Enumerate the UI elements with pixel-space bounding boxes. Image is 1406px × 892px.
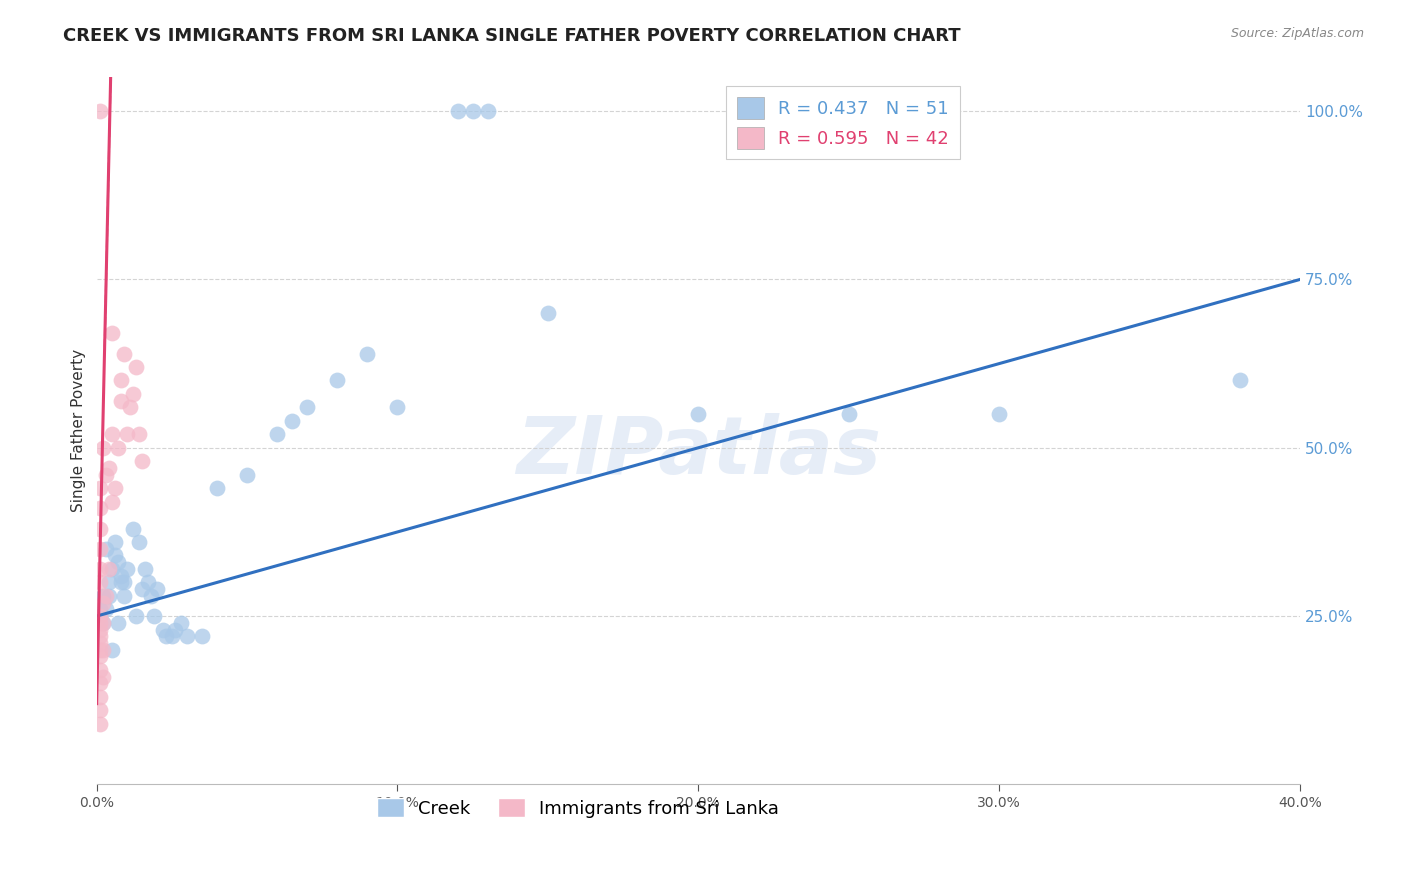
Point (89, 609, 111, 624)
Point (356, 346, 378, 360)
Text: CREEK VS IMMIGRANTS FROM SRI LANKA SINGLE FATHER POVERTY CORRELATION CHART: CREEK VS IMMIGRANTS FROM SRI LANKA SINGL… (63, 27, 960, 45)
Point (121, 522, 143, 536)
Point (89, 501, 111, 516)
Point (89, 676, 111, 690)
Point (91, 589, 114, 603)
Point (107, 555, 129, 569)
Point (477, 104, 499, 119)
Point (266, 427, 288, 442)
Point (176, 629, 198, 643)
Point (112, 575, 135, 590)
Point (134, 562, 156, 576)
Point (461, 104, 484, 119)
Y-axis label: Single Father Poverty: Single Father Poverty (72, 350, 86, 513)
Point (110, 575, 132, 590)
Point (104, 549, 127, 563)
Point (94, 602, 117, 616)
Point (97, 589, 120, 603)
Point (160, 629, 183, 643)
Point (163, 623, 186, 637)
Point (447, 104, 470, 119)
Point (191, 629, 214, 643)
Point (89, 615, 111, 630)
Point (91, 615, 114, 630)
Point (838, 407, 860, 421)
Point (104, 535, 127, 549)
Text: ZIPatlas: ZIPatlas (516, 413, 880, 491)
Point (89, 663, 111, 677)
Point (89, 541, 111, 556)
Point (326, 373, 349, 387)
Point (89, 636, 111, 650)
Point (537, 306, 560, 320)
Point (91, 642, 114, 657)
Point (128, 535, 150, 549)
Point (91, 615, 114, 630)
Point (110, 568, 132, 582)
Legend: Creek, Immigrants from Sri Lanka: Creek, Immigrants from Sri Lanka (370, 791, 786, 825)
Point (110, 373, 132, 387)
Point (1229, 373, 1251, 387)
Point (89, 690, 111, 704)
Point (94, 541, 117, 556)
Point (112, 589, 135, 603)
Point (89, 575, 111, 590)
Point (91, 670, 114, 684)
Point (139, 589, 162, 603)
Point (131, 582, 153, 596)
Point (118, 401, 141, 415)
Point (89, 602, 111, 616)
Point (125, 359, 148, 374)
Point (107, 441, 129, 455)
Point (112, 346, 135, 360)
Point (94, 467, 117, 482)
Point (100, 326, 122, 341)
Point (94, 589, 117, 603)
Point (387, 401, 409, 415)
Point (97, 461, 120, 475)
Point (89, 104, 111, 119)
Point (205, 481, 228, 495)
Point (89, 481, 111, 495)
Point (104, 481, 127, 495)
Point (115, 427, 138, 442)
Point (297, 401, 319, 415)
Point (100, 427, 122, 442)
Point (155, 629, 177, 643)
Point (110, 393, 132, 408)
Point (115, 562, 138, 576)
Point (121, 387, 143, 401)
Point (100, 642, 122, 657)
Point (91, 441, 114, 455)
Point (89, 703, 111, 717)
Text: Source: ZipAtlas.com: Source: ZipAtlas.com (1230, 27, 1364, 40)
Point (170, 615, 193, 630)
Point (100, 562, 122, 576)
Point (146, 582, 169, 596)
Point (89, 629, 111, 643)
Point (89, 642, 111, 657)
Point (142, 609, 165, 624)
Point (125, 609, 148, 624)
Point (89, 649, 111, 664)
Point (89, 562, 111, 576)
Point (89, 623, 111, 637)
Point (281, 414, 304, 428)
Point (89, 716, 111, 731)
Point (128, 427, 150, 442)
Point (152, 623, 174, 637)
Point (688, 407, 710, 421)
Point (89, 522, 111, 536)
Point (107, 615, 129, 630)
Point (131, 454, 153, 468)
Point (97, 562, 120, 576)
Point (91, 596, 114, 610)
Point (100, 494, 122, 508)
Point (89, 609, 111, 624)
Point (136, 575, 159, 590)
Point (236, 467, 259, 482)
Point (97, 575, 120, 590)
Point (988, 407, 1011, 421)
